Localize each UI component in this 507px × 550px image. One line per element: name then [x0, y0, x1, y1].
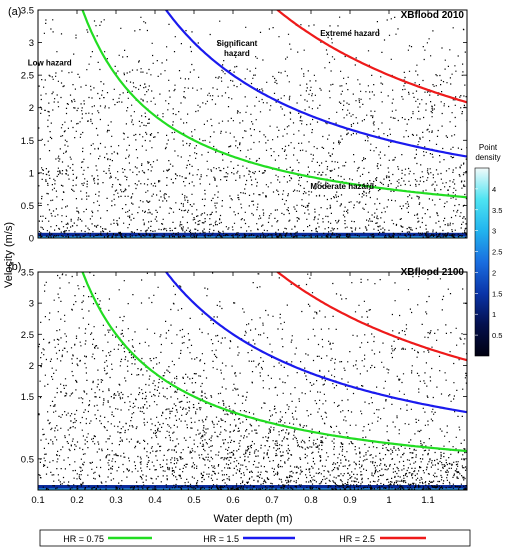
x-ticks-a: [37, 10, 429, 238]
legend-label-hr-25: HR = 2.5: [339, 534, 375, 544]
hr-curve-b-1: [164, 272, 467, 414]
y-tick-label-a-7: 3.5: [21, 6, 34, 17]
y-tick-label-a-2: 1: [29, 168, 34, 179]
x-tick-label-b-6: 0.7: [265, 495, 278, 506]
annotation-0: Low hazard: [28, 58, 72, 67]
y-tick-label-a-4: 2: [29, 103, 34, 114]
scatter-points-a: [38, 16, 467, 238]
x-axis-label: Water depth (m): [213, 513, 292, 525]
colorbar-tick-label-0: 0.5: [492, 331, 502, 340]
x-tick-label-b-8: 0.9: [343, 495, 356, 506]
y-tick-label-a-0: 0: [29, 234, 34, 245]
hr-curve-b-0: [81, 272, 467, 453]
hr-curves-a: [81, 10, 467, 199]
panel-label-a: (a): [8, 6, 21, 18]
x-tick-label-b-4: 0.5: [187, 495, 200, 506]
legend-item-hr-15: HR = 1.5: [203, 534, 295, 544]
plot-frame-b: [37, 271, 468, 491]
y-tick-label-b-1: 1.5: [21, 392, 34, 403]
y-axis-label: Velocity (m/s): [3, 222, 15, 288]
hr-curve-a-1: [164, 10, 467, 158]
chart-title-a: XBflood 2010: [401, 10, 465, 21]
hr-curve-a-2: [275, 10, 467, 104]
legend-item-hr-075: HR = 0.75: [63, 534, 152, 544]
colorbar-title-line1: Point: [479, 143, 498, 152]
density-band-peak-a: [38, 236, 467, 238]
y-tick-label-a-6: 3: [29, 38, 34, 49]
colorbar-tick-label-6: 3.5: [492, 206, 502, 215]
legend-label-hr-15: HR = 1.5: [203, 534, 239, 544]
x-tick-label-b-9: 1: [386, 495, 391, 506]
y-ticks-b: 0.5 1.5 2 2.5 3 3.5: [21, 268, 467, 465]
colorbar-tick-label-2: 1.5: [492, 289, 502, 298]
y-tick-label-b-4: 3: [29, 299, 34, 310]
colorbar-tick-label-7: 4: [492, 185, 496, 194]
panel-b: (b) XBflood 2100 0.51.522.533.5 0.1 0.2 0.…: [8, 261, 468, 506]
scatter-points-b: [38, 272, 467, 490]
y-ticks-a: 0 0.5 1 1.5 2 2.5 3 3.5: [21, 6, 467, 245]
density-band-b: [38, 485, 467, 490]
colorbar: Point density 0.5 1 1.5 2 2.5 3 3.5 4: [474, 143, 502, 357]
x-tick-label-b-3: 0.4: [148, 495, 161, 506]
colorbar-ticks: 0.5 1 1.5 2 2.5 3 3.5 4: [475, 185, 502, 340]
scatter-point-cloud-b: [38, 272, 467, 490]
annotation-1-line2: hazard: [224, 49, 250, 58]
x-tick-label-b-0: 0.1: [31, 495, 44, 506]
x-tick-label-b-10: 1.1: [421, 495, 434, 506]
legend-label-hr-075: HR = 0.75: [63, 534, 104, 544]
colorbar-title-line2: density: [475, 153, 500, 162]
scatter-point-cloud-a: [38, 16, 467, 238]
hr-curves-b: [81, 272, 467, 453]
annotation-1-line1: Significant: [216, 39, 257, 48]
plot-area-a: [38, 10, 467, 238]
y-tick-label-b-0: 0.5: [21, 454, 34, 465]
hr-curve-b-2: [275, 272, 467, 362]
x-tick-label-b-7: 0.8: [304, 495, 317, 506]
panel-a: (a) XBflood 2010 Low hazard Significantha…: [8, 6, 468, 245]
colorbar-gradient: [474, 167, 490, 357]
hr-curve-a-0: [81, 10, 467, 199]
colorbar-tick-label-4: 2.5: [492, 248, 502, 257]
plot-area-b: [38, 272, 467, 490]
annotation-2: Extreme hazard: [320, 29, 380, 38]
colorbar-tick-label-1: 1: [492, 310, 496, 319]
x-ticks-b: 0.1 0.2 0.3 0.4 0.5 0.6 0.7 0.8 0.9 1 1.1: [31, 272, 435, 506]
y-tick-label-a-5: 2.5: [21, 71, 34, 82]
y-tick-label-b-2: 2: [29, 361, 34, 372]
x-tick-label-b-2: 0.3: [109, 495, 122, 506]
legend-item-hr-25: HR = 2.5: [339, 534, 426, 544]
y-tick-label-a-3: 1.5: [21, 136, 34, 147]
plot-frame-a: [37, 9, 468, 239]
colorbar-tick-label-5: 3: [492, 227, 496, 236]
y-tick-label-b-5: 3.5: [21, 268, 34, 279]
y-tick-label-b-3: 2.5: [21, 330, 34, 341]
panel-label-b: (b): [8, 261, 21, 273]
legend: HR = 0.75 HR = 1.5 HR = 2.5: [39, 529, 471, 547]
x-tick-label-b-1: 0.2: [70, 495, 83, 506]
annotation-3: Moderate hazard: [310, 182, 374, 191]
density-band-a: [38, 232, 467, 238]
colorbar-tick-label-3: 2: [492, 268, 496, 277]
x-tick-label-b-5: 0.6: [226, 495, 239, 506]
y-tick-label-a-1: 0.5: [21, 201, 34, 212]
